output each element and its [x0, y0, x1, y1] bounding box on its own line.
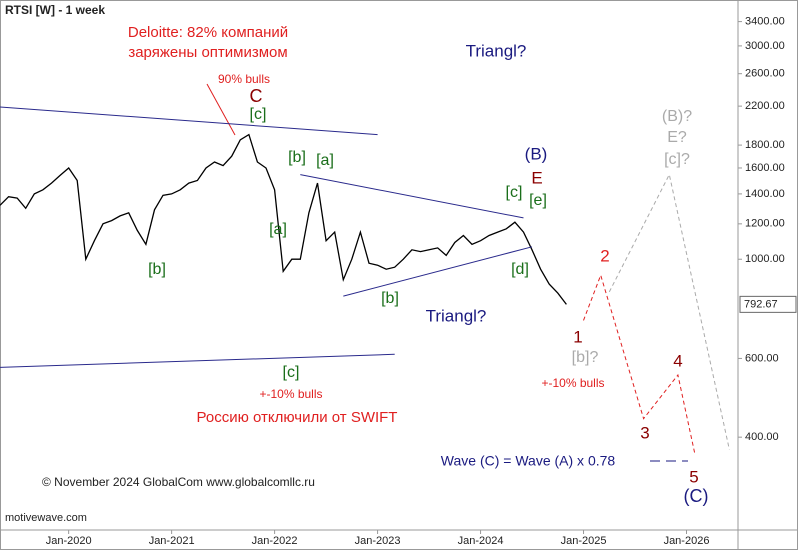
wave-label: [b]?: [572, 349, 599, 366]
wave-label: [d]: [511, 261, 529, 278]
y-tick-label: 2600.00: [745, 68, 785, 80]
price-line: [0, 133, 567, 305]
wave-label: [b]: [288, 149, 306, 166]
wave-label: C: [250, 86, 263, 106]
y-tick-label: 2200.00: [745, 100, 785, 112]
y-tick-label: 1000.00: [745, 253, 785, 265]
footer: © November 2024 GlobalCom www.globalcoml…: [42, 475, 315, 489]
x-tick-label: Jan-2022: [252, 535, 298, 547]
wave-label: 90% bulls: [218, 72, 270, 86]
wave-label: [c]: [506, 184, 523, 201]
y-tick-label: 1600.00: [745, 162, 785, 174]
chart-title: RTSI [W] - 1 week: [5, 3, 105, 17]
y-tick-label: 3000.00: [745, 40, 785, 52]
wave-label: (C): [684, 486, 709, 506]
wave-label: (B): [525, 144, 548, 163]
x-tick-label: Jan-2023: [355, 535, 401, 547]
projection: [583, 273, 696, 456]
y-tick-label: 1400.00: [745, 188, 785, 200]
wave-label: 5: [689, 467, 698, 486]
y-tick-label: 1200.00: [745, 218, 785, 230]
wave-label: [b]: [381, 290, 399, 307]
wave-label: [e]: [529, 192, 547, 209]
x-tick-label: Jan-2026: [664, 535, 710, 547]
wave-label: Triangl?: [426, 306, 487, 325]
wave-label: Россию отключили от SWIFT: [197, 409, 398, 426]
wave-label: [c]?: [664, 151, 690, 168]
wave-label: E?: [667, 129, 687, 146]
x-tick-label: Jan-2021: [149, 535, 195, 547]
annotation-pointer: [206, 83, 236, 136]
y-tick-label: 600.00: [745, 352, 779, 364]
wave-label: 2: [600, 246, 609, 265]
wave-label: Wave (C) = Wave (A) x 0.78: [441, 453, 616, 469]
wave-label: [a]: [269, 221, 287, 238]
trendline: [0, 106, 378, 136]
x-tick-label: Jan-2025: [561, 535, 607, 547]
trendline: [0, 353, 395, 368]
x-tick-label: Jan-2020: [46, 535, 92, 547]
wave-label: Triangl?: [466, 41, 527, 60]
wave-label: [c]: [283, 364, 300, 381]
wave-label: 1: [573, 327, 582, 346]
x-tick-label: Jan-2024: [458, 535, 504, 547]
wave-label: E: [531, 168, 542, 187]
trendline: [300, 174, 524, 219]
wave-label: [b]: [148, 261, 166, 278]
y-tick-label: 3400.00: [745, 16, 785, 28]
wave-label: [c]: [250, 106, 267, 123]
last-price-label: 792.67: [744, 298, 778, 310]
wave-label: заряжены оптимизмом: [128, 44, 287, 61]
projection: [608, 173, 730, 450]
wave-label: [a]: [316, 152, 334, 169]
wave-label: (B)?: [662, 108, 692, 125]
y-tick-label: 400.00: [745, 431, 779, 443]
wave-label: Deloitte: 82% компаний: [128, 24, 288, 41]
trendline: [343, 246, 533, 297]
watermark: motivewave.com: [5, 512, 87, 524]
y-tick-label: 1800.00: [745, 139, 785, 151]
wave-label: +-10% bulls: [259, 387, 322, 401]
wave-label: 3: [640, 423, 649, 442]
wave-label: 4: [673, 351, 682, 370]
wave-label: +-10% bulls: [541, 376, 604, 390]
last-price-box: [739, 295, 797, 313]
